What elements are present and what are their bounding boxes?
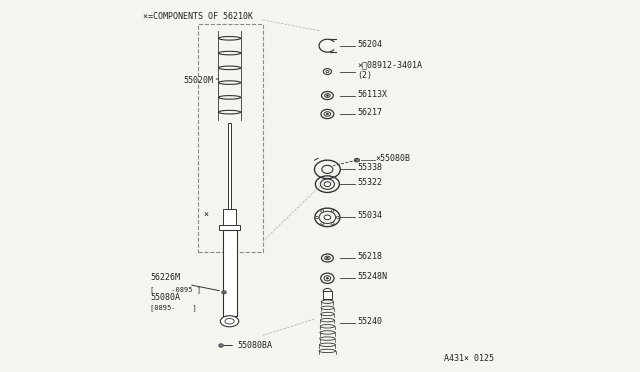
Ellipse shape [331,223,334,225]
Text: 55034: 55034 [357,211,382,220]
Ellipse shape [321,210,324,212]
Text: A431× 0125: A431× 0125 [444,354,493,363]
Bar [223,230,237,316]
Text: ×=COMPONENTS OF 56210K: ×=COMPONENTS OF 56210K [143,13,253,22]
Ellipse shape [220,345,222,346]
Text: 55080BA: 55080BA [237,341,272,350]
Text: ×55080B: ×55080B [376,154,410,163]
Ellipse shape [321,223,324,225]
Ellipse shape [356,159,358,161]
Text: [    -0895 ]: [ -0895 ] [150,286,201,293]
Ellipse shape [324,215,331,220]
Text: 56113X: 56113X [357,90,387,99]
Text: 55020M: 55020M [184,76,218,84]
Text: 55080A: 55080A [150,294,180,302]
Text: 56218: 56218 [357,252,382,261]
Ellipse shape [225,318,234,324]
Bar [223,209,236,225]
Text: ×: × [204,211,209,219]
Text: 55322: 55322 [357,178,382,187]
Bar [323,291,332,299]
Text: 55240: 55240 [357,317,382,326]
Ellipse shape [326,257,328,259]
Ellipse shape [316,216,319,218]
Text: 56204: 56204 [357,40,382,49]
Ellipse shape [331,210,334,212]
Text: ×ⓝ08912-3401A
(2): ×ⓝ08912-3401A (2) [357,60,422,80]
Ellipse shape [220,316,239,327]
Ellipse shape [323,288,332,294]
Bar [220,225,240,230]
Text: 55338: 55338 [357,163,382,172]
Ellipse shape [326,278,328,279]
Text: 56226M: 56226M [150,273,180,282]
Ellipse shape [326,113,328,115]
Text: 56217: 56217 [357,108,382,117]
Text: [0895-    ]: [0895- ] [150,305,197,311]
Ellipse shape [336,216,339,218]
Bar [228,123,231,209]
Ellipse shape [223,292,225,293]
Text: 55248N: 55248N [357,272,387,281]
Ellipse shape [355,158,360,162]
Ellipse shape [219,344,223,347]
Ellipse shape [222,291,226,294]
Ellipse shape [326,95,328,96]
